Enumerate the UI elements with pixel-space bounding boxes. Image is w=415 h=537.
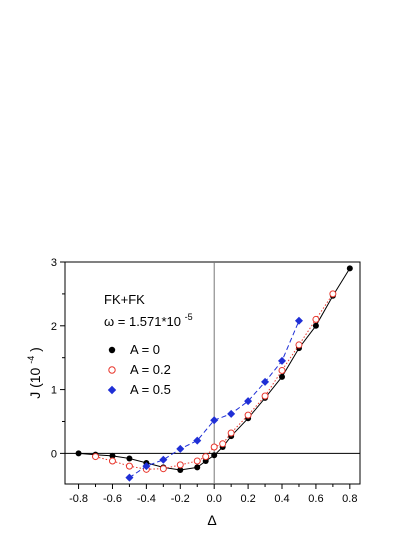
x-tick-label: -0.6: [103, 493, 122, 505]
data-point: [312, 322, 319, 329]
y-axis: 0 1 2 3: [51, 257, 65, 460]
legend: A = 0 A = 0.2 A = 0.5: [107, 342, 171, 397]
data-point: [126, 455, 133, 462]
x-tick-label: 0.6: [308, 493, 323, 505]
data-point: [125, 473, 134, 482]
data-point: [210, 416, 219, 425]
annotation-frequency: ω = 1.571*10 -5: [104, 312, 193, 329]
data-point: [279, 373, 286, 380]
data-point: [261, 377, 270, 386]
y-tick-label: 3: [51, 257, 57, 269]
legend-label: A = 0: [130, 342, 160, 357]
x-tick-label: 0.0: [207, 493, 222, 505]
y-tick-label: 2: [51, 321, 57, 333]
x-axis: -0.8 -0.6 -0.4 -0.2 0.0 0.2 0.4 0.6 0.8: [69, 484, 357, 505]
data-point: [75, 450, 82, 457]
y-axis-title: J (10 -4 ): [21, 347, 43, 399]
data-point: [159, 465, 167, 473]
data-point: [278, 356, 287, 365]
data-point: [329, 290, 337, 298]
plot-frame: [64, 261, 361, 485]
y-axis-title-exp: -4: [26, 356, 36, 364]
data-point: [193, 457, 201, 465]
data-point: [176, 444, 185, 453]
x-tick-label: -0.4: [137, 493, 156, 505]
data-point: [159, 455, 168, 464]
data-point: [294, 316, 303, 325]
data-point: [227, 409, 236, 418]
x-tick-label: 0.2: [240, 493, 255, 505]
data-point: [346, 265, 353, 272]
data-point: [92, 453, 100, 461]
data-point: [109, 452, 116, 459]
data-point: [142, 462, 151, 471]
data-point: [176, 461, 184, 469]
x-axis-title: Δ: [207, 512, 216, 528]
data-point: [261, 392, 269, 400]
data-point: [108, 457, 116, 465]
legend-label: A = 0.5: [130, 382, 171, 397]
data-point: [108, 346, 116, 354]
y-axis-title-close: ): [27, 347, 43, 352]
data-point: [193, 436, 202, 445]
data-point: [194, 464, 201, 471]
data-point: [108, 366, 116, 374]
annotation-frequency-exp: -5: [185, 312, 193, 322]
data-point: [278, 366, 286, 374]
data-point: [125, 462, 133, 470]
data-point: [211, 452, 218, 459]
data-point: [244, 411, 252, 419]
y-axis-title-main: J (10: [27, 367, 43, 398]
data-point: [295, 341, 303, 349]
annotation-frequency-main: ω = 1.571*10: [104, 314, 181, 329]
data-point: [210, 443, 218, 451]
data-point: [312, 315, 320, 323]
series-3: [125, 316, 303, 482]
legend-label: A = 0.2: [130, 362, 171, 377]
data-point: [107, 385, 117, 395]
x-tick-label: 0.4: [274, 493, 289, 505]
annotation-model: FK+FK: [104, 292, 145, 307]
data-point: [219, 440, 227, 448]
y-tick-label: 1: [51, 385, 57, 397]
data-point: [202, 453, 210, 461]
data-point: [177, 466, 184, 473]
y-tick-label: 0: [51, 448, 57, 460]
data-point: [227, 429, 235, 437]
x-tick-label: -0.8: [69, 493, 88, 505]
series-layer: [75, 265, 353, 482]
x-tick-label: 0.8: [342, 493, 357, 505]
data-point: [244, 397, 253, 406]
x-tick-label: -0.2: [171, 493, 190, 505]
